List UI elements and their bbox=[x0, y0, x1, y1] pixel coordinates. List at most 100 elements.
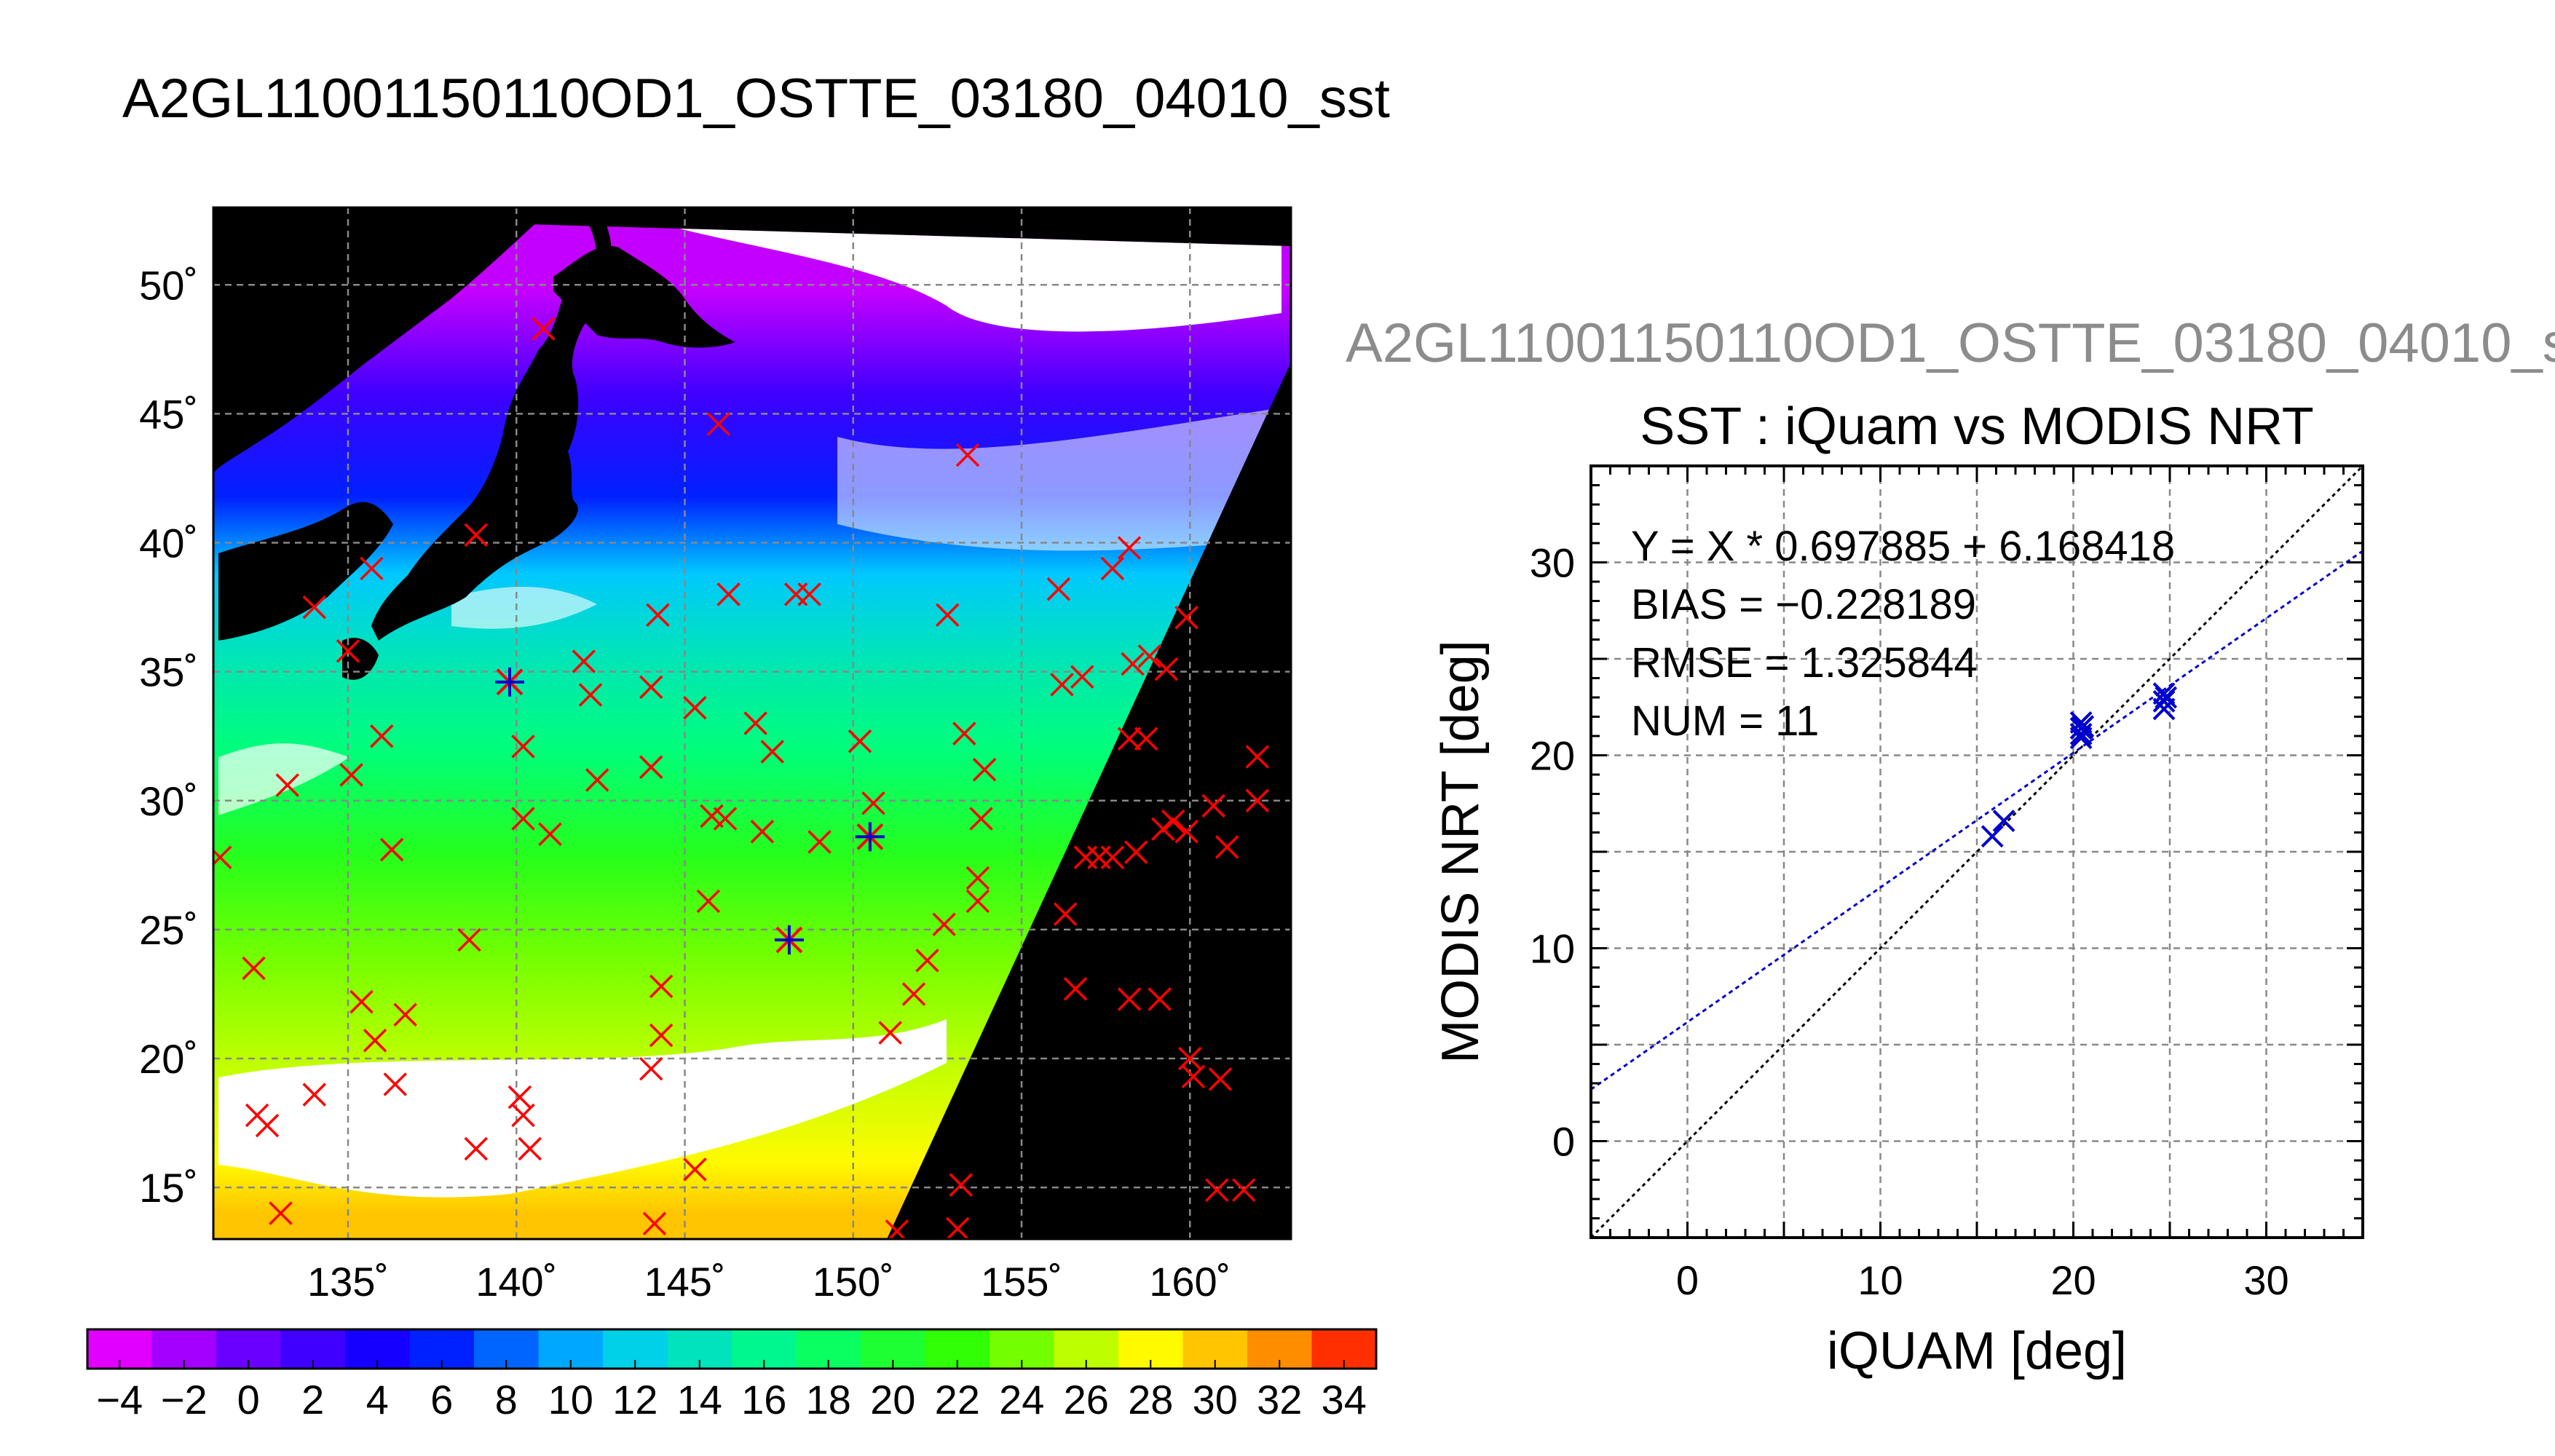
scatter-annotation-line: RMSE = 1.325844 bbox=[1631, 639, 1978, 687]
japan-honshu bbox=[371, 277, 600, 641]
map-matchup-marker bbox=[807, 830, 832, 854]
map-matchup-marker bbox=[269, 1201, 293, 1225]
map-matchup-marker bbox=[464, 523, 488, 547]
map-matchup-marker bbox=[965, 889, 990, 914]
map-matchup-marker bbox=[1137, 644, 1161, 668]
map-matchup-marker bbox=[518, 1136, 542, 1161]
map-matchup-marker bbox=[1232, 1178, 1256, 1202]
cloud-region bbox=[837, 408, 1282, 551]
map-xtick-label: 140˚ bbox=[475, 1259, 557, 1305]
map-matchup-marker bbox=[696, 889, 721, 914]
map-matchup-marker bbox=[642, 1211, 667, 1235]
map-matchup-marker bbox=[1245, 788, 1269, 813]
colorbar-tick-label: 20 bbox=[870, 1377, 915, 1423]
side-title: A2GL11001150110OD1_OSTTE_03180_04010_sst bbox=[1346, 312, 2555, 374]
scatter-point bbox=[1981, 825, 2004, 848]
sst-map: 135˚ 140˚ 145˚ 150˚ 155˚ 160˚ 15˚ 20˚ 25˚ 30˚ 35˚ 4… bbox=[139, 206, 1292, 1305]
scatter-title: SST : iQuam vs MODIS NRT bbox=[1640, 397, 2314, 456]
colorbar-tick-label: 6 bbox=[430, 1377, 453, 1423]
map-matchup-marker bbox=[1161, 809, 1185, 834]
map-xtick-label: 150˚ bbox=[813, 1259, 894, 1305]
map-matchup-marker bbox=[646, 603, 670, 627]
map-xtick-label: 160˚ bbox=[1149, 1259, 1231, 1305]
scatter-xlabel: iQUAM [deg] bbox=[1827, 1322, 2127, 1380]
map-matchup-marker bbox=[1100, 556, 1125, 581]
scatter-ytick-label: 0 bbox=[1552, 1119, 1575, 1165]
map-ytick-label: 15˚ bbox=[139, 1165, 198, 1211]
map-matchup-marker bbox=[1174, 820, 1198, 844]
map-matchup-marker bbox=[952, 721, 976, 745]
map-matchup-marker bbox=[1050, 673, 1074, 697]
map-matchup-marker bbox=[511, 807, 535, 831]
map-matchup-marker bbox=[861, 791, 885, 815]
map-matchup-marker bbox=[363, 1028, 387, 1053]
map-matchup-marker bbox=[1215, 835, 1239, 859]
colorbar-tick-label: 30 bbox=[1193, 1377, 1238, 1423]
map-matchup-marker bbox=[1117, 987, 1142, 1011]
map-matchup-marker bbox=[743, 711, 767, 735]
scatter-annotation-line: NUM = 11 bbox=[1631, 697, 1819, 745]
colorbar-tick-label: 10 bbox=[548, 1377, 593, 1423]
cloud-region bbox=[655, 218, 1282, 332]
map-matchup-marker bbox=[1148, 987, 1172, 1011]
cloud-mask bbox=[218, 218, 1282, 1198]
map-matchup-marker bbox=[1201, 794, 1225, 818]
map-matchup-marker bbox=[1053, 902, 1078, 926]
scatter-ytick-label: 30 bbox=[1530, 540, 1575, 586]
map-matchup-marker bbox=[639, 1056, 663, 1081]
colorbar-tick-label: 34 bbox=[1322, 1377, 1367, 1423]
asia-coast bbox=[213, 207, 553, 473]
colorbar: −4 −2 0 2 4 6 8 10 12 14 16 18 20 22 24 26 28 30 32 34 bbox=[86, 1328, 1378, 1423]
map-tick-labels: 135˚ 140˚ 145˚ 150˚ 155˚ 160˚ 15˚ 20˚ 25˚ 30˚ 35˚ 4… bbox=[139, 262, 1231, 1305]
map-matchup-marker bbox=[760, 740, 784, 764]
map-frame bbox=[212, 206, 1292, 1241]
map-ytick-label: 20˚ bbox=[139, 1036, 198, 1082]
map-matchup-marker bbox=[1205, 1178, 1229, 1202]
map-matchup-marker bbox=[511, 735, 535, 759]
scatter-ytick-label: 20 bbox=[1530, 733, 1575, 779]
map-matchup-marker bbox=[649, 974, 674, 999]
map-matchup-marker bbox=[848, 729, 872, 753]
map-matchup-marker bbox=[393, 1002, 417, 1027]
map-ytick-label: 30˚ bbox=[139, 778, 198, 824]
colorbar-tick-label: 4 bbox=[366, 1377, 389, 1423]
colorbar-tick-label: 24 bbox=[999, 1377, 1044, 1423]
colorbar-tick-label: 8 bbox=[495, 1377, 518, 1423]
map-matchup-marker bbox=[901, 982, 926, 1006]
colorbar-tick-label: −4 bbox=[96, 1377, 143, 1423]
map-matchup-marker bbox=[383, 1072, 407, 1096]
colorbar-tick-label: 12 bbox=[612, 1377, 657, 1423]
scatter-ylabel: MODIS NRT [deg] bbox=[1431, 640, 1490, 1064]
map-matchup-marker bbox=[965, 866, 990, 890]
map-matchup-marker bbox=[457, 927, 481, 952]
map-xtick-label: 155˚ bbox=[981, 1259, 1062, 1305]
map-ytick-label: 50˚ bbox=[139, 262, 198, 308]
scatter-annotation-line: BIAS = −0.228189 bbox=[1631, 581, 1976, 628]
sakhalin bbox=[583, 207, 612, 262]
korea-region bbox=[218, 502, 393, 641]
page-title: A2GL11001150110OD1_OSTTE_03180_04010_sst bbox=[122, 68, 1390, 130]
map-gridlines bbox=[213, 207, 1291, 1239]
map-matchup-marker bbox=[1100, 845, 1125, 869]
map-matchup-marker bbox=[1134, 727, 1158, 751]
map-matchup-marker bbox=[1208, 1067, 1233, 1091]
map-matchup-marker bbox=[955, 443, 980, 467]
map-matchup-marker bbox=[370, 724, 394, 748]
map-matchup-marker bbox=[936, 603, 960, 627]
map-matchup-marker bbox=[706, 412, 730, 436]
map-matchup-marker bbox=[1117, 727, 1142, 751]
map-matchup-marker bbox=[683, 1158, 707, 1182]
map-matchup-marker bbox=[700, 804, 724, 828]
map-matchup-marker bbox=[1174, 606, 1198, 630]
map-matchup-marker bbox=[1151, 817, 1175, 841]
scatter-xtick-label: 0 bbox=[1676, 1257, 1699, 1303]
map-matchup-marker bbox=[572, 649, 596, 673]
scatter-annotations: Y = X * 0.697885 + 6.168418 BIAS = −0.228… bbox=[1631, 523, 2175, 745]
map-matchup-marker bbox=[336, 639, 360, 663]
colorbar-tick-label: 18 bbox=[806, 1377, 851, 1423]
colorbar-frame bbox=[86, 1328, 1378, 1370]
map-matchup-markers bbox=[213, 317, 1269, 1239]
map-matchup-marker bbox=[683, 696, 707, 720]
